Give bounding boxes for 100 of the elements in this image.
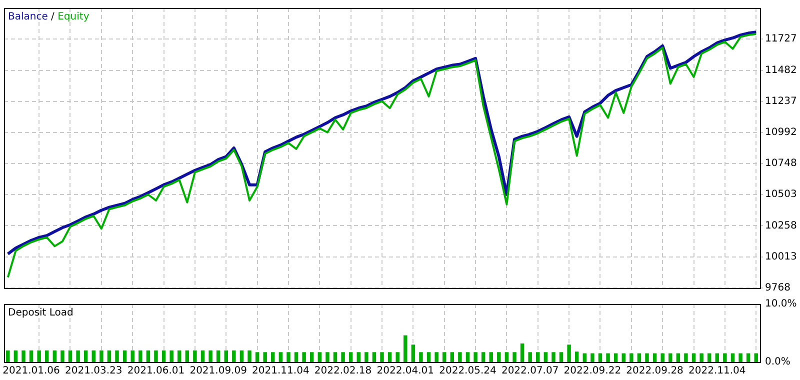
bar [130, 350, 134, 362]
x-tick-label: 2021.09.09 [190, 366, 247, 377]
bar [68, 350, 72, 362]
bar [396, 352, 400, 362]
x-tick-label: 2022.02.18 [314, 366, 372, 377]
bar [122, 350, 127, 362]
bar [481, 352, 486, 362]
bar [138, 350, 142, 362]
bar [380, 352, 384, 362]
bar [52, 350, 57, 362]
bar [216, 350, 220, 362]
bar [598, 353, 602, 362]
bar [92, 350, 96, 362]
bar [528, 352, 532, 362]
bar [302, 352, 306, 362]
bar [645, 353, 649, 362]
bar [263, 352, 267, 362]
bar [552, 352, 556, 362]
bar [668, 353, 672, 362]
bar [746, 353, 750, 362]
bar [255, 352, 260, 362]
bar [185, 350, 190, 362]
bar [107, 350, 112, 362]
bar [684, 353, 688, 362]
bar [567, 344, 571, 362]
bar [318, 352, 322, 362]
bar [388, 352, 392, 362]
y-tick-label: 10013 [765, 251, 797, 262]
bar [652, 353, 657, 362]
bar [419, 352, 423, 362]
bar [44, 350, 49, 362]
bar [76, 350, 80, 362]
bar [622, 353, 626, 362]
bar [660, 353, 664, 362]
bar [520, 343, 524, 362]
bar [240, 350, 244, 362]
bar [411, 344, 416, 362]
x-tick-label: 2022.05.24 [439, 366, 496, 377]
bar [536, 352, 540, 362]
bar [707, 353, 712, 362]
bar [208, 350, 212, 362]
bar [333, 352, 338, 362]
bar [738, 353, 742, 362]
bar [286, 352, 290, 362]
bar [442, 352, 446, 362]
x-tick-label: 2021.01.06 [2, 366, 60, 377]
bar [248, 350, 252, 362]
y-tick-label: 10503 [765, 189, 797, 200]
bar [474, 352, 478, 362]
bar [60, 350, 64, 362]
bar [434, 352, 438, 362]
bar [14, 350, 18, 362]
bar [544, 352, 548, 362]
bar [450, 352, 454, 362]
bar [630, 353, 634, 362]
x-tick-label: 2022.04.01 [376, 366, 434, 377]
bar [146, 350, 150, 362]
bar [426, 352, 431, 362]
bar [458, 352, 462, 362]
bar [170, 350, 174, 362]
y-tick-label: 11237 [765, 96, 797, 107]
bar [29, 350, 34, 362]
bar [606, 353, 610, 362]
bar [364, 352, 368, 362]
bar [466, 352, 470, 362]
x-tick-label: 2021.06.01 [127, 366, 185, 377]
y-tick-label: 10992 [765, 127, 797, 138]
bar [754, 353, 758, 362]
y-tick-label: 9768 [765, 282, 790, 294]
bar [278, 352, 283, 362]
text: Equity [58, 12, 90, 23]
bar [326, 352, 330, 362]
bar [356, 352, 360, 362]
bar [715, 353, 720, 362]
bar [100, 350, 104, 362]
bar [637, 353, 642, 362]
y-tick-label: 0.0% [765, 356, 790, 368]
bar [84, 350, 88, 362]
bar [692, 353, 696, 362]
y-tick-label: 11727 [765, 34, 797, 45]
bar [341, 352, 345, 362]
bar [590, 353, 594, 362]
bar [162, 350, 166, 362]
bar [224, 350, 228, 362]
bar [232, 350, 236, 362]
bar [497, 352, 501, 362]
y-tick-label: 10.0% [765, 298, 797, 310]
bar [730, 353, 735, 362]
y-tick-label: 10258 [765, 220, 797, 232]
bar [574, 352, 579, 362]
x-tick-label: 2021.03.23 [64, 366, 122, 377]
bar [676, 353, 680, 362]
x-tick-label: 2022.09.22 [564, 366, 622, 377]
chart-title: Deposit Load [8, 308, 74, 319]
bar [582, 353, 587, 362]
bar [614, 353, 618, 362]
bar [177, 350, 182, 362]
bar [193, 350, 197, 362]
x-tick-label: 2021.11.04 [252, 366, 310, 377]
x-tick-label: 2022.07.07 [501, 366, 559, 377]
